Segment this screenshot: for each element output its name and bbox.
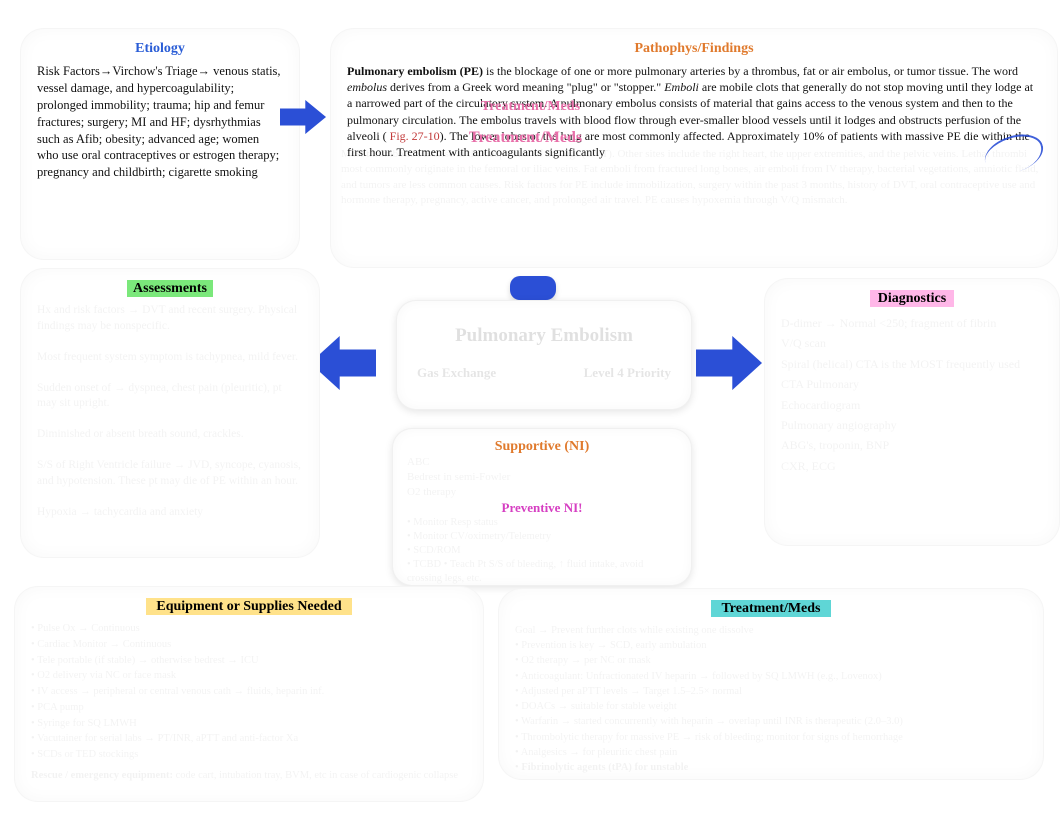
equipment-panel: Equipment or Supplies Needed • Pulse Ox … — [14, 586, 484, 802]
center-left-label: Gas Exchange — [417, 365, 496, 381]
supportive-panel: Supportive (NI) ABC Bedrest in semi-Fowl… — [392, 428, 692, 586]
pathophys-title: Pathophys/Findings — [347, 41, 1041, 57]
diagnostics-title: Diagnostics — [781, 291, 1043, 307]
etiology-text: Risk Factors→Virchow's Triage→ venous st… — [37, 64, 281, 179]
meds-panel: Treatment/Meds Goal → Prevent further cl… — [498, 588, 1044, 780]
diagnostics-body: D-dimer → Normal <250; fragment of fibri… — [781, 313, 1043, 476]
pathophys-panel: Pathophys/Findings Pulmonary embolism (P… — [330, 28, 1058, 268]
assessments-body: Hx and risk factors → DVT and recent sur… — [37, 303, 303, 520]
center-concept-box: Pulmonary Embolism Gas Exchange Level 4 … — [396, 300, 692, 410]
etiology-body: Risk Factors→Virchow's Triage→ venous st… — [37, 63, 283, 181]
diagnostics-panel: Diagnostics D-dimer → Normal <250; fragm… — [764, 278, 1060, 546]
etiology-panel: Etiology Risk Factors→Virchow's Triage→ … — [20, 28, 300, 260]
center-title: Pulmonary Embolism — [411, 325, 677, 347]
equipment-body: • Pulse Ox → Continuous • Cardiac Monito… — [31, 621, 467, 763]
center-right-label: Level 4 Priority — [584, 365, 671, 381]
supportive-body2: • Monitor Resp status • Monitor CV/oxime… — [407, 516, 677, 587]
supportive-title: Supportive (NI) — [407, 439, 677, 455]
meds-body: Goal → Prevent further clots while exist… — [515, 623, 1027, 775]
assessments-panel: Assessments Hx and risk factors → DVT an… — [20, 268, 320, 558]
etiology-title: Etiology — [37, 41, 283, 57]
arrow-pathophys-to-center — [510, 276, 556, 300]
supportive-subtitle: Preventive NI! — [407, 500, 677, 516]
equipment-body2: Rescue / emergency equipment: code cart,… — [31, 769, 467, 783]
assessments-title: Assessments — [37, 281, 303, 297]
treatment-label-1: Treatment/Meds — [481, 99, 580, 115]
meds-title: Treatment/Meds — [515, 601, 1027, 617]
pathophys-body: Pulmonary embolism (PE) is the blockage … — [347, 63, 1041, 160]
supportive-body: ABC Bedrest in semi-Fowler O2 therapy — [407, 455, 677, 500]
arrow-center-to-diagnostics — [696, 336, 762, 390]
pathophys-faded: Most thrombotic PE arise in the deep vei… — [341, 147, 1047, 209]
equipment-title: Equipment or Supplies Needed — [31, 599, 467, 615]
treatment-label-2: Treatment/Meds — [469, 129, 582, 147]
fig-link[interactable]: Fig. 27-10 — [390, 129, 440, 143]
